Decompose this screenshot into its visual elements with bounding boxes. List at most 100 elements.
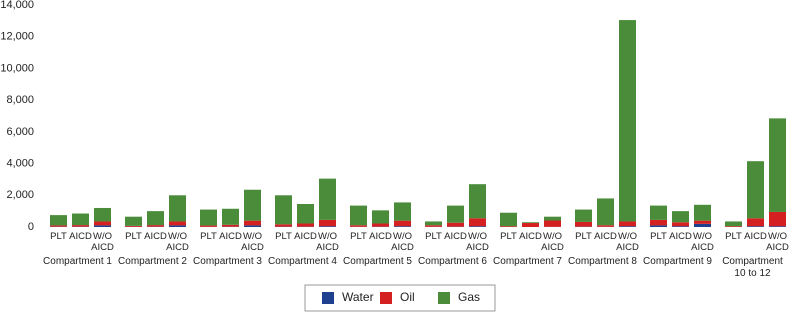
x-tick-label: AICD xyxy=(669,231,692,242)
bar-segment xyxy=(200,209,217,226)
x-tick-label: PLT xyxy=(500,231,517,242)
bar-segment xyxy=(769,226,786,227)
x-tick-label: W/O AICD xyxy=(541,231,564,253)
x-tick-label: W/O AICD xyxy=(91,231,114,253)
bar-segment xyxy=(425,221,442,226)
bar-segment xyxy=(244,225,261,227)
legend-swatch xyxy=(322,292,334,304)
bar-segment xyxy=(169,195,186,222)
legend-swatch xyxy=(438,292,450,304)
x-tick-label: PLT xyxy=(650,231,667,242)
bar-segment xyxy=(672,226,689,227)
bar-segment xyxy=(650,225,667,227)
y-tick-label: 8,000 xyxy=(6,94,34,106)
group-label: Compartment 7 xyxy=(493,256,562,267)
bar-segment xyxy=(297,223,314,227)
bar-segment xyxy=(169,225,186,227)
y-tick-label: 10,000 xyxy=(0,62,34,74)
bar-segment xyxy=(72,213,89,226)
group-label: Compartment 1 xyxy=(43,256,112,267)
x-tick-label: AICD xyxy=(594,231,617,242)
bar-segment xyxy=(94,221,111,226)
bar-segment xyxy=(94,225,111,227)
bar-segment xyxy=(72,225,89,227)
x-tick-label: AICD xyxy=(294,231,317,242)
bar-segment xyxy=(544,220,561,227)
x-tick-label: W/O AICD xyxy=(241,231,264,253)
bar-segment xyxy=(50,215,67,226)
bar-segment xyxy=(394,220,411,227)
bar-segment xyxy=(769,118,786,212)
bar-segment xyxy=(447,222,464,227)
x-tick-label: W/O AICD xyxy=(316,231,339,253)
bar-segment xyxy=(522,223,539,227)
bar-segment xyxy=(597,198,614,226)
y-tick-label: 2,000 xyxy=(6,189,34,201)
legend-swatch xyxy=(380,292,392,304)
bar-segment xyxy=(50,225,67,227)
x-tick-label: W/O AICD xyxy=(466,231,489,253)
bar-segment xyxy=(672,222,689,227)
bar-segment xyxy=(147,211,164,226)
bar-segment xyxy=(694,223,711,227)
bar-segment xyxy=(575,209,592,222)
bar-segment xyxy=(275,224,292,227)
bar-segment xyxy=(319,219,336,227)
bar-segment xyxy=(672,211,689,223)
bar-segment xyxy=(350,205,367,226)
bar-segment xyxy=(394,202,411,221)
bar-segment xyxy=(575,221,592,227)
x-tick-label: AICD xyxy=(744,231,767,242)
y-tick-label: 14,000 xyxy=(0,0,34,11)
bar-segment xyxy=(169,221,186,226)
bar-segment xyxy=(500,226,517,227)
legend-label: Oil xyxy=(400,290,415,304)
bar-segment xyxy=(469,184,486,219)
bar-segment xyxy=(425,225,442,227)
x-tick-label: PLT xyxy=(200,231,217,242)
x-tick-label: AICD xyxy=(69,231,92,242)
x-tick-label: W/O AICD xyxy=(691,231,714,253)
bar-segment xyxy=(394,226,411,227)
bar-segment xyxy=(747,218,764,227)
bar-segment xyxy=(769,211,786,227)
bar-segment xyxy=(747,161,764,219)
bar-segment xyxy=(222,208,239,225)
bar-segment xyxy=(619,20,636,222)
bar-segment xyxy=(350,225,367,227)
bar-segment xyxy=(725,221,742,227)
x-tick-label: AICD xyxy=(519,231,542,242)
bar-segment xyxy=(222,224,239,227)
x-tick-label: PLT xyxy=(275,231,292,242)
x-tick-label: AICD xyxy=(369,231,392,242)
bar-segment xyxy=(650,219,667,226)
bar-segment xyxy=(200,225,217,227)
x-tick-label: PLT xyxy=(50,231,67,242)
group-label: Compartment 10 to 12 xyxy=(722,256,783,279)
y-tick-label: 6,000 xyxy=(6,126,34,138)
bar-segment xyxy=(372,223,389,227)
bar-segment xyxy=(244,189,261,221)
bar-segment xyxy=(500,212,517,227)
group-label: Compartment 2 xyxy=(118,256,187,267)
bar-segment xyxy=(544,216,561,221)
group-label: Compartment 4 xyxy=(268,256,337,267)
bar-segment xyxy=(747,226,764,227)
bar-segment xyxy=(597,225,614,227)
bar-segment xyxy=(522,222,539,224)
group-label: Compartment 3 xyxy=(193,256,262,267)
group-label: Compartment 8 xyxy=(568,256,637,267)
x-tick-label: AICD xyxy=(144,231,167,242)
bar-segment xyxy=(244,220,261,226)
bar-segment xyxy=(469,226,486,227)
x-tick-label: W/O AICD xyxy=(616,231,639,253)
bar-segment xyxy=(125,216,142,226)
legend-label: Gas xyxy=(458,290,480,304)
x-tick-label: PLT xyxy=(575,231,592,242)
bar-segment xyxy=(694,220,711,224)
bar-segment xyxy=(125,225,142,227)
x-tick-label: W/O AICD xyxy=(391,231,414,253)
bar-segment xyxy=(319,226,336,227)
x-tick-label: PLT xyxy=(425,231,442,242)
